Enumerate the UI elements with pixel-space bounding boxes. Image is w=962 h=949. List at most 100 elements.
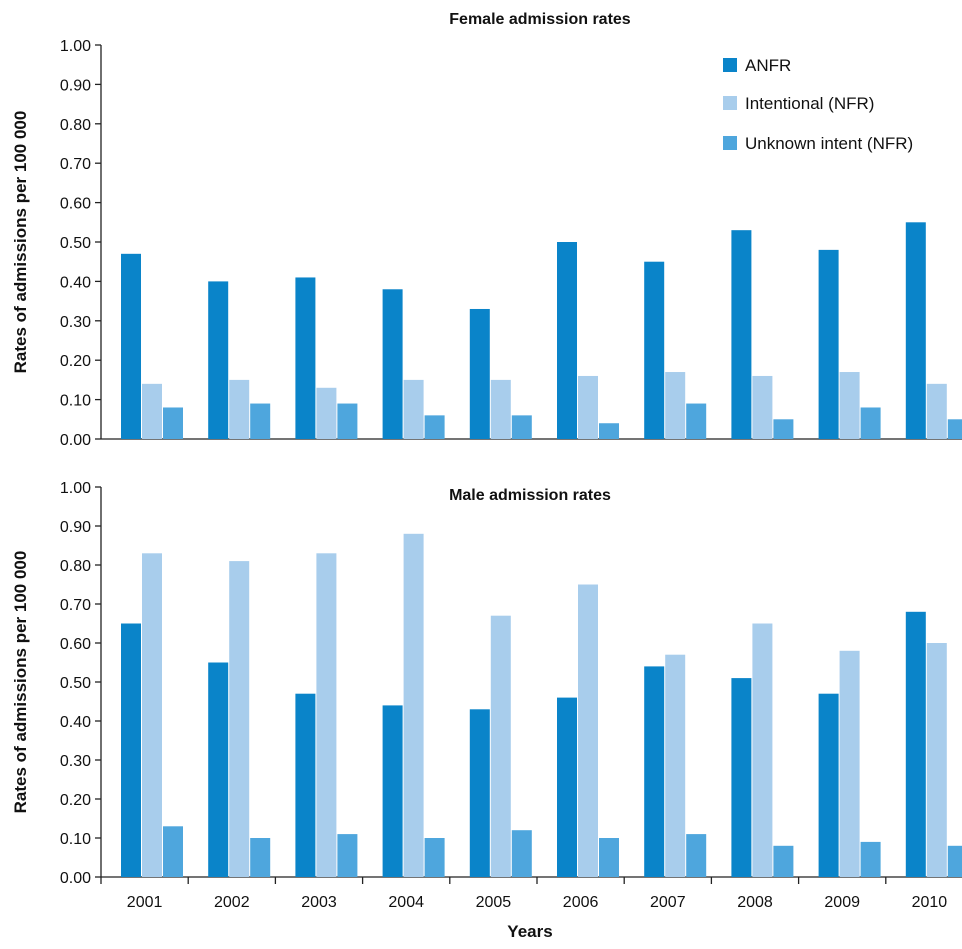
y-tick-label: 0.40: [60, 714, 91, 731]
female-panel: Female admission rates Rates of admission…: [11, 11, 962, 449]
bar-unknown-intent-nfr-2004: [424, 838, 445, 877]
x-tick-label: 2008: [737, 894, 773, 911]
y-tick-label: 0.90: [60, 77, 91, 94]
y-axis-title: Rates of admissions per 100 000: [11, 551, 30, 814]
y-tick-label: 0.30: [60, 753, 91, 770]
y-tick-label: 0.90: [60, 519, 91, 536]
bar-unknown-intent-nfr-2008: [773, 419, 794, 439]
y-tick-label: 0.40: [60, 274, 91, 291]
bar-unknown-intent-nfr-2001: [163, 826, 183, 877]
bar-unknown-intent-nfr-2008: [773, 845, 794, 877]
male-panel: Male admission rates Rates of admissions …: [11, 480, 962, 941]
x-tick-label: 2006: [563, 894, 599, 911]
bar-unknown-intent-nfr-2009: [860, 407, 881, 439]
y-tick-label: 0.00: [60, 432, 91, 449]
bar-anfr-2010: [905, 222, 926, 439]
bar-anfr-2003: [295, 693, 316, 877]
bar-intentional-nfr-2001: [142, 383, 162, 439]
legend-label: ANFR: [745, 56, 791, 75]
bar-intentional-nfr-2003: [316, 553, 337, 877]
bar-intentional-nfr-2010: [926, 383, 947, 439]
bar-intentional-nfr-2009: [839, 372, 860, 439]
bar-intentional-nfr-2008: [752, 375, 773, 439]
bar-intentional-nfr-2009: [839, 650, 860, 877]
bar-unknown-intent-nfr-2010: [947, 845, 962, 877]
y-tick-label: 1.00: [60, 480, 91, 497]
bar-anfr-2009: [818, 693, 839, 877]
legend-swatch: [723, 96, 737, 110]
x-tick-label: 2004: [388, 894, 424, 911]
legend: ANFR Intentional (NFR) Unknown intent (NFR…: [723, 56, 913, 153]
bar-unknown-intent-nfr-2002: [250, 403, 271, 439]
y-tick-label: 0.30: [60, 314, 91, 331]
y-tick-label: 0.10: [60, 831, 91, 848]
bar-unknown-intent-nfr-2007: [686, 403, 707, 439]
bar-anfr-2007: [644, 666, 665, 877]
bar-anfr-2008: [731, 678, 752, 877]
bar-intentional-nfr-2005: [490, 615, 511, 877]
y-tick-label: 0.20: [60, 353, 91, 370]
y-tick-label: 0.80: [60, 117, 91, 134]
bar-intentional-nfr-2007: [665, 654, 686, 877]
bar-intentional-nfr-2002: [229, 561, 250, 877]
bar-anfr-2007: [644, 261, 665, 439]
legend-swatch: [723, 136, 737, 150]
y-tick-label: 0.80: [60, 558, 91, 575]
bar-anfr-2005: [469, 308, 490, 439]
bar-unknown-intent-nfr-2001: [163, 407, 183, 439]
y-tick-label: 0.70: [60, 597, 91, 614]
bar-intentional-nfr-2006: [578, 584, 598, 877]
bar-unknown-intent-nfr-2004: [424, 415, 445, 439]
bar-intentional-nfr-2004: [403, 533, 424, 877]
bar-unknown-intent-nfr-2003: [337, 403, 358, 439]
bar-unknown-intent-nfr-2010: [947, 419, 962, 439]
bar-unknown-intent-nfr-2002: [250, 838, 271, 877]
bar-unknown-intent-nfr-2006: [599, 423, 619, 439]
legend-label: Unknown intent (NFR): [745, 134, 913, 153]
panel-title: Female admission rates: [449, 11, 631, 28]
bar-anfr-2008: [731, 230, 752, 439]
x-tick-label: 2005: [476, 894, 512, 911]
bar-anfr-2006: [557, 242, 577, 439]
y-tick-label: 0.50: [60, 675, 91, 692]
legend-swatch: [723, 58, 737, 72]
bar-anfr-2004: [382, 705, 403, 877]
bar-intentional-nfr-2005: [490, 379, 511, 439]
bar-anfr-2010: [905, 611, 926, 877]
bar-intentional-nfr-2006: [578, 375, 598, 439]
bar-unknown-intent-nfr-2009: [860, 841, 881, 877]
y-tick-label: 0.60: [60, 636, 91, 653]
bar-anfr-2003: [295, 277, 316, 439]
y-tick-label: 0.10: [60, 393, 91, 410]
x-tick-label: 2001: [127, 894, 163, 911]
x-tick-label: 2002: [214, 894, 250, 911]
y-tick-label: 0.00: [60, 870, 91, 887]
bar-anfr-2002: [208, 281, 229, 439]
bar-intentional-nfr-2008: [752, 623, 773, 877]
x-tick-label: 2003: [301, 894, 337, 911]
bar-unknown-intent-nfr-2005: [511, 415, 532, 439]
legend-label: Intentional (NFR): [745, 94, 874, 113]
y-tick-label: 0.20: [60, 792, 91, 809]
bar-intentional-nfr-2002: [229, 379, 250, 439]
bar-unknown-intent-nfr-2003: [337, 834, 358, 877]
bar-anfr-2001: [121, 623, 141, 877]
bar-intentional-nfr-2004: [403, 379, 424, 439]
bar-anfr-2002: [208, 662, 229, 877]
x-tick-label: 2007: [650, 894, 686, 911]
y-tick-label: 0.60: [60, 196, 91, 213]
panel-title: Male admission rates: [449, 487, 611, 504]
bar-intentional-nfr-2001: [142, 553, 162, 877]
y-tick-label: 0.50: [60, 235, 91, 252]
bar-intentional-nfr-2010: [926, 643, 947, 877]
bar-unknown-intent-nfr-2005: [511, 830, 532, 877]
bar-intentional-nfr-2003: [316, 387, 337, 439]
y-tick-label: 0.70: [60, 156, 91, 173]
bar-anfr-2005: [469, 709, 490, 877]
x-tick-label: 2010: [912, 894, 948, 911]
bar-anfr-2001: [121, 253, 141, 439]
y-axis-title: Rates of admissions per 100 000: [11, 111, 30, 374]
bar-unknown-intent-nfr-2006: [599, 838, 619, 877]
